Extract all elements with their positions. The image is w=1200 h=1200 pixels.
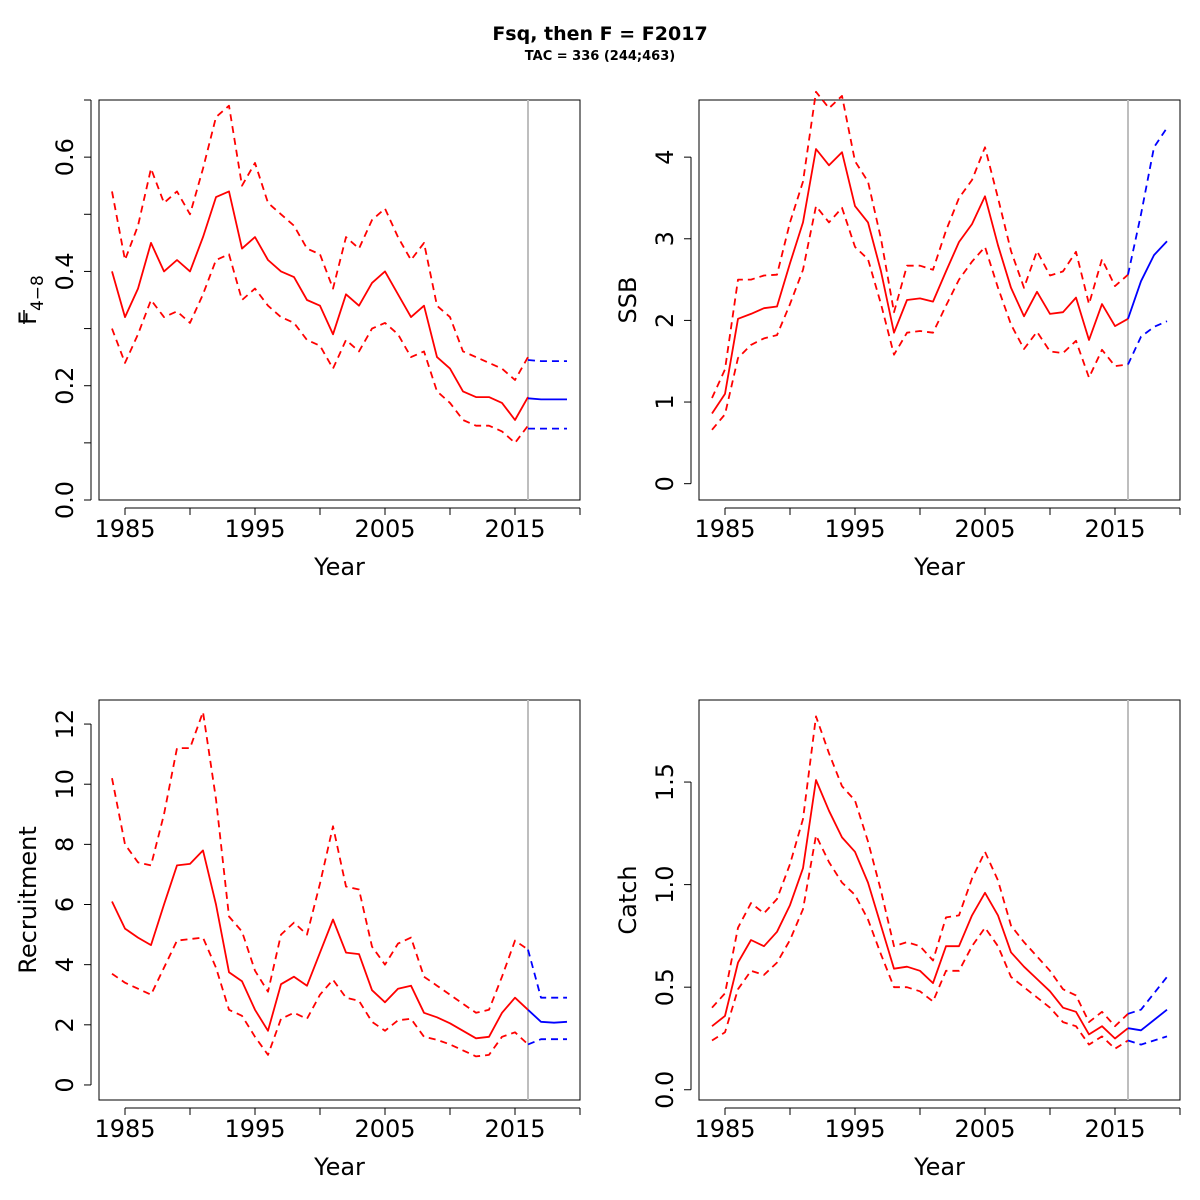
historic-lower-bound-line	[111, 936, 529, 1058]
x-tick-label: 1995	[224, 1115, 285, 1143]
y-tick-label: 0.5	[651, 968, 679, 1006]
historic-lower-bound-line	[711, 205, 1129, 431]
x-tick-label: 2015	[484, 1115, 545, 1143]
y-axis-title-subscript: 4−8	[28, 275, 48, 311]
y-tick-label: 10	[51, 769, 79, 800]
x-axis-title: Year	[913, 1153, 965, 1181]
historic-upper-bound-line	[111, 711, 529, 1014]
x-tick-label: 1985	[94, 1115, 155, 1143]
y-tick-label: 2	[651, 313, 679, 328]
x-tick-label: 1985	[94, 515, 155, 543]
panel-recruitment: 1985 1995 2005 2015 Year 0 2 4 6 8 10 12 Recruitment	[14, 699, 581, 1181]
y-axis: 0 2 4 6 8 10 12 Recruitment	[14, 709, 92, 1093]
x-tick-label: 2005	[954, 1115, 1015, 1143]
historic-median-line	[711, 148, 1129, 414]
y-tick-label: 1.5	[651, 763, 679, 801]
x-tick-label: 2005	[354, 515, 415, 543]
x-tick-label: 2005	[954, 515, 1015, 543]
x-tick-label: 1995	[824, 515, 885, 543]
chart-title: Fsq, then F = F2017	[492, 23, 707, 45]
historic-upper-bound-line	[711, 90, 1129, 399]
x-tick-label: 1995	[824, 1115, 885, 1143]
forecast-lower-bound-line	[527, 1038, 567, 1046]
forecast-median-line	[1127, 240, 1168, 320]
historic-median-line	[111, 190, 529, 421]
y-tick-label: 4	[651, 150, 679, 165]
historic-upper-bound-line	[111, 104, 529, 381]
x-tick-label: 2015	[1084, 1115, 1145, 1143]
y-tick-label: 0	[51, 1077, 79, 1092]
y-tick-label: 12	[51, 709, 79, 740]
plot-frame	[98, 699, 581, 1101]
x-tick-label: 1985	[694, 515, 755, 543]
plot-frame	[98, 99, 581, 501]
historic-median-line	[711, 779, 1129, 1040]
forecast-lower-bound-line	[1127, 320, 1168, 365]
x-axis: 1985 1995 2005 2015 Year	[694, 1107, 1181, 1181]
y-tick-label: 0.6	[51, 138, 79, 176]
x-tick-label: 1995	[224, 515, 285, 543]
y-tick-label: 8	[51, 837, 79, 852]
y-tick-label: 1.0	[651, 866, 679, 904]
y-axis-title: F4−8	[14, 275, 48, 325]
y-axis-title-main: Catch	[614, 865, 642, 934]
x-axis-title: Year	[313, 553, 365, 581]
y-tick-label: 4	[51, 957, 79, 972]
y-axis: 0.0 0.5 1.0 1.5 Catch	[614, 763, 692, 1109]
x-axis-title: Year	[313, 1153, 365, 1181]
forecast-lower-bound-line	[1127, 1035, 1168, 1046]
y-tick-label: 0.2	[51, 367, 79, 405]
forecast-median-line	[527, 397, 567, 401]
panels: 1985 1995 2005 2015Year0.00.20.40.6F4−81985…	[14, 90, 1181, 1181]
y-axis: 0 1 2 3 4 SSB	[614, 150, 692, 491]
historic-median-line	[111, 849, 529, 1040]
y-tick-label: 0	[651, 476, 679, 491]
panel-fbar: 1985 1995 2005 2015 Year 0.0 0.2 0.4 0.6 F4−8	[14, 99, 581, 581]
y-tick-label: 2	[51, 1017, 79, 1032]
y-axis-title: Recruitment	[14, 826, 42, 973]
historic-lower-bound-line	[711, 834, 1129, 1050]
x-tick-label: 1985	[694, 1115, 755, 1143]
y-axis-title-main: F	[14, 311, 42, 325]
chart-subtitle: TAC = 336 (244;463)	[525, 49, 675, 64]
y-axis-title: SSB	[614, 277, 642, 324]
x-axis: 1985 1995 2005 2015 Year	[694, 507, 1181, 581]
panel-ssb: 1985 1995 2005 2015 Year 0 1 2 3 4 SSB	[614, 90, 1181, 581]
x-tick-label: 2005	[354, 1115, 415, 1143]
y-tick-label: 3	[651, 231, 679, 246]
forecast-median-line	[527, 1009, 568, 1024]
y-axis-title-main: SSB	[614, 277, 642, 324]
y-axis-title-main: Recruitment	[14, 826, 42, 973]
y-tick-label: 0.4	[51, 252, 79, 290]
x-axis: 1985 1995 2005 2015 Year	[94, 507, 581, 581]
forecast-upper-bound-line	[527, 949, 567, 999]
historic-lower-bound-line	[111, 253, 529, 444]
forecast-median-line	[1127, 1008, 1168, 1032]
x-tick-label: 2015	[484, 515, 545, 543]
plot-frame	[698, 699, 1181, 1101]
x-axis: 1985 1995 2005 2015 Year	[94, 1107, 581, 1181]
y-axis: 0.0 0.2 0.4 0.6 F4−8	[14, 99, 92, 519]
forecast-upper-bound-line	[1127, 127, 1168, 275]
y-tick-label: 1	[651, 394, 679, 409]
y-tick-label: 0.0	[651, 1071, 679, 1109]
plot-frame	[698, 99, 1181, 501]
forecast-upper-bound-line	[527, 359, 567, 363]
forecast-upper-bound-line	[1127, 976, 1168, 1015]
x-tick-label: 2015	[1084, 515, 1145, 543]
y-axis-title: Catch	[614, 865, 642, 934]
historic-upper-bound-line	[711, 715, 1129, 1028]
x-axis-title: Year	[913, 553, 965, 581]
y-tick-label: 0.0	[51, 481, 79, 519]
panel-catch: 1985 1995 2005 2015 Year 0.0 0.5 1.0 1.5 Catch	[614, 699, 1181, 1181]
y-tick-label: 6	[51, 897, 79, 912]
